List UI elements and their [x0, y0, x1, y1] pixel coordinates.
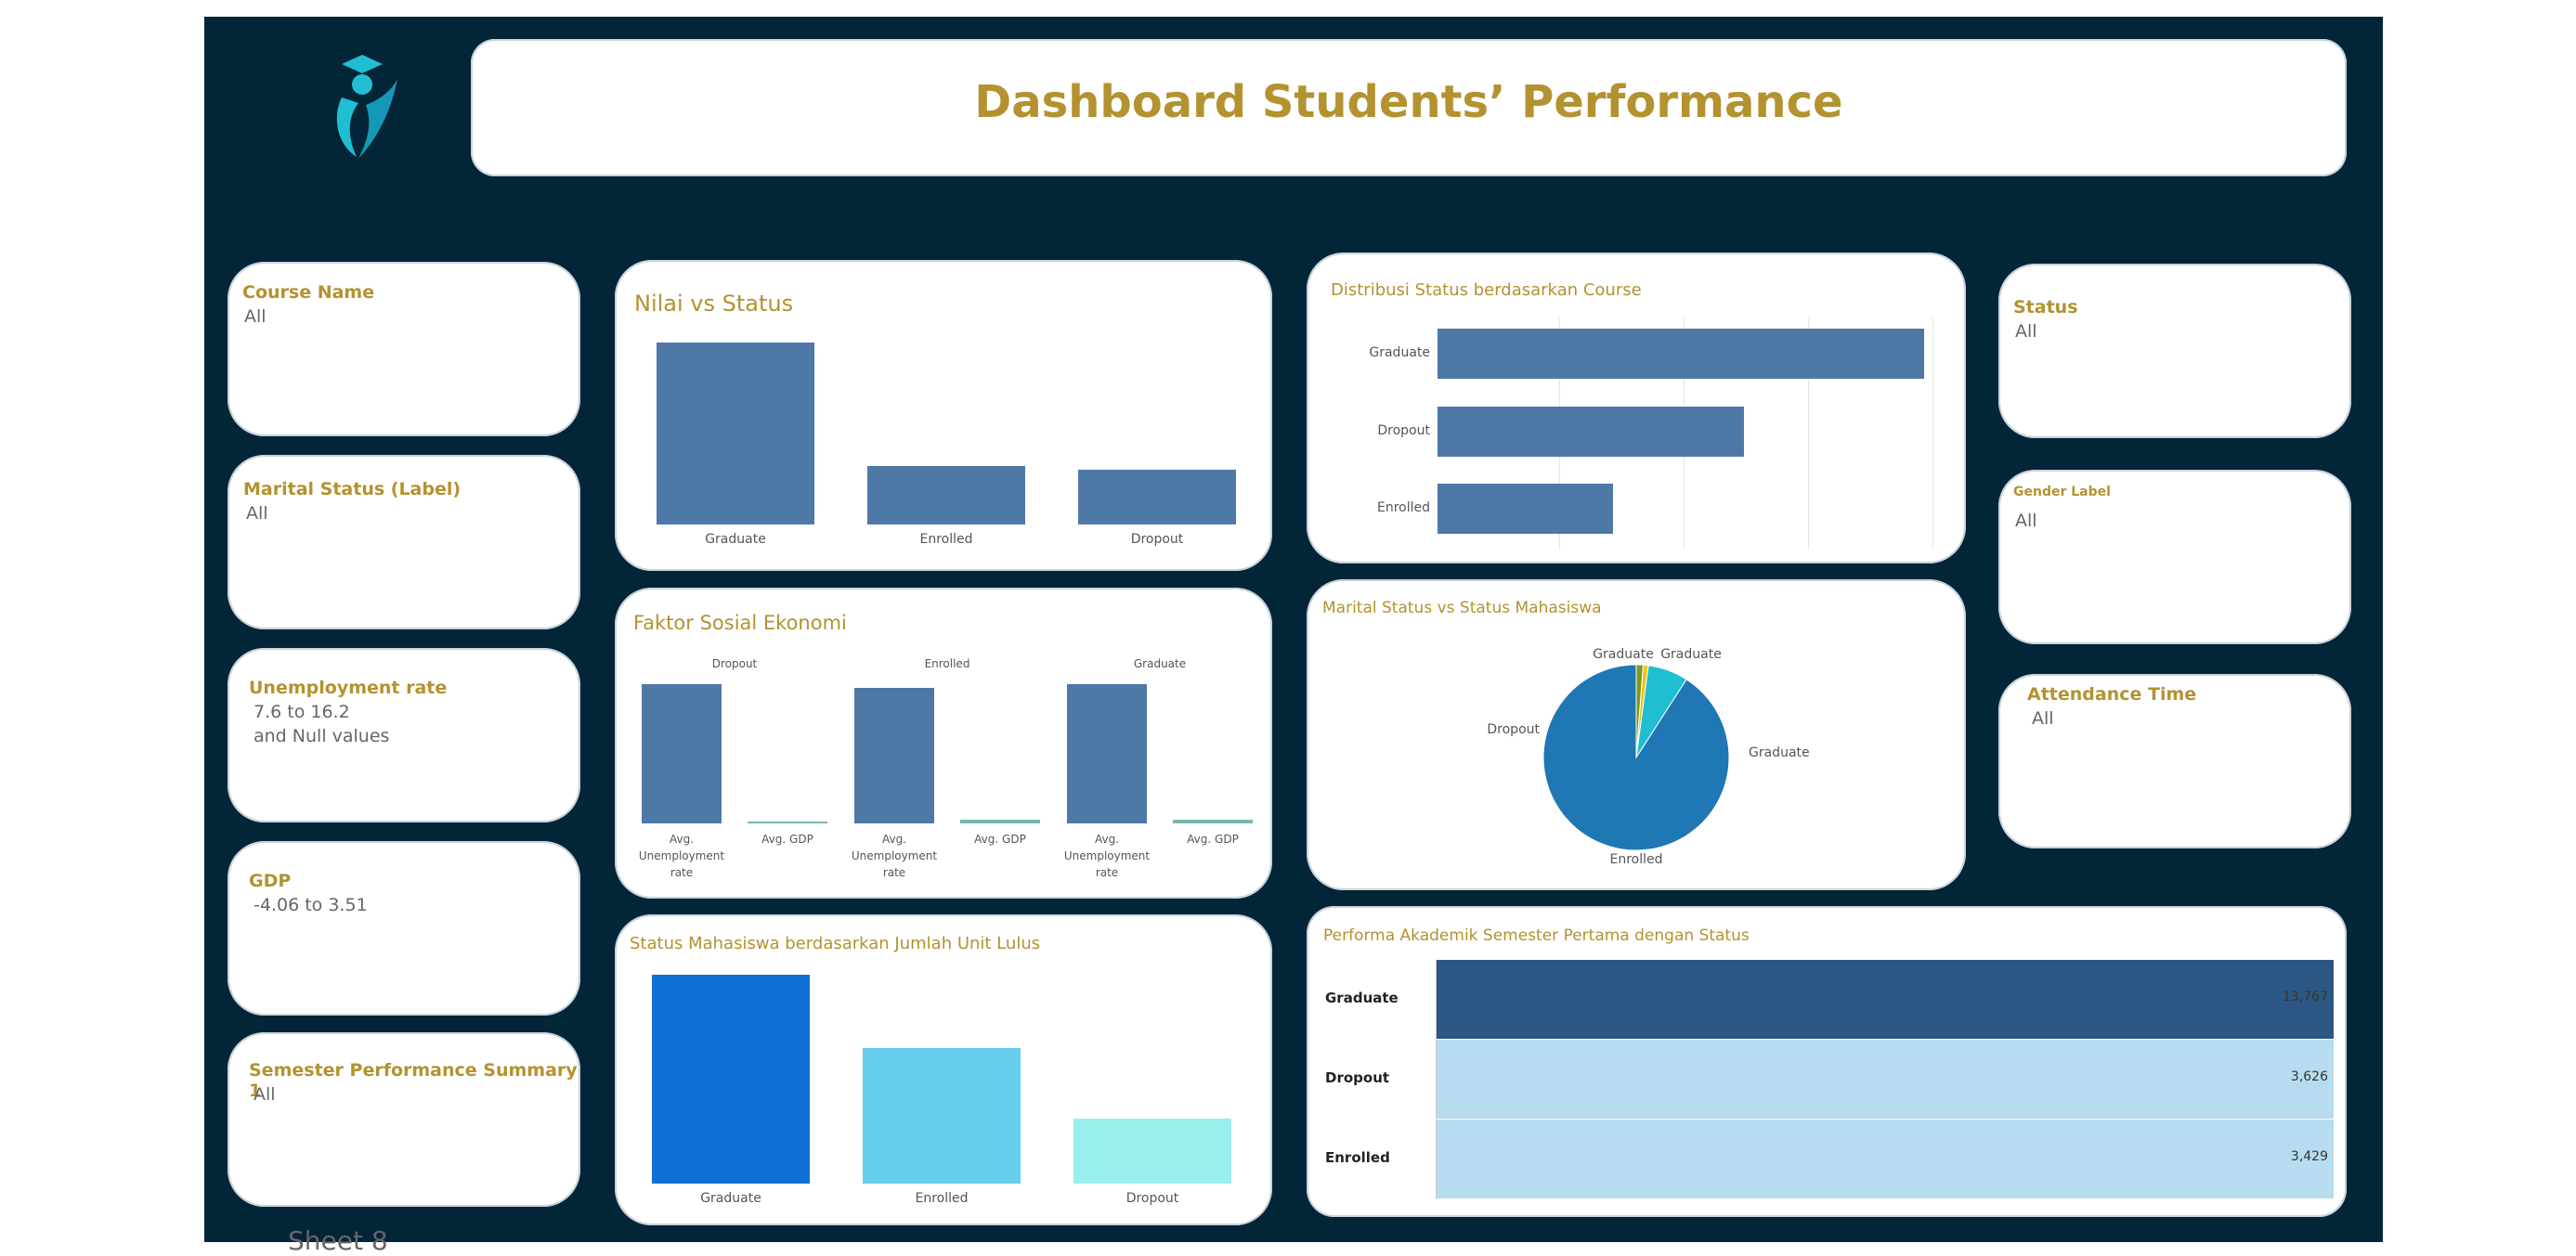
bar [748, 822, 827, 823]
x-axis-label: Avg. GDP [974, 833, 1026, 846]
row-bar: 3,626 [1437, 1040, 2334, 1119]
bar [642, 684, 722, 823]
chart-title: Nilai vs Status [634, 291, 794, 317]
table-row: Dropout 3,626 [1321, 1040, 2334, 1120]
filter-value[interactable]: All [2015, 321, 2037, 342]
sheet-tab-label[interactable]: Sheet 8 [288, 1225, 388, 1256]
chart-title: Marital Status vs Status Mahasiswa [1322, 599, 1602, 617]
filter-label: Marital Status (Label) [243, 479, 462, 499]
filter-label: GDP [249, 871, 292, 891]
row-label: Enrolled [1325, 1149, 1390, 1166]
pie-label: Dropout [1487, 722, 1540, 737]
chart-title: Performa Akademik Semester Pertama denga… [1323, 926, 1750, 945]
chart-title: Faktor Sosial Ekonomi [633, 612, 847, 634]
filter-label: Gender Label [2013, 485, 2111, 499]
bar [863, 1047, 1021, 1184]
filter-value[interactable]: All [246, 503, 268, 524]
filter-value[interactable]: All [2032, 708, 2054, 729]
bar [1173, 820, 1253, 823]
title-card: Dashboard Students’ Performance [471, 39, 2347, 176]
x-axis-label: Enrolled [915, 1191, 969, 1206]
y-axis-label: Dropout [1377, 423, 1430, 438]
filter-course-name[interactable]: Course Name All [228, 262, 580, 436]
pie-label: Graduate [1660, 647, 1722, 662]
x-axis-label: Avg. GDP [1187, 833, 1239, 846]
y-axis-label: Enrolled [1376, 500, 1430, 515]
bar [960, 820, 1040, 823]
row-bar: 13,767 [1437, 960, 2334, 1039]
bar [1438, 484, 1613, 534]
bar [1067, 684, 1147, 823]
student-graduate-logo-icon [336, 55, 397, 159]
filter-value[interactable]: -4.06 to 3.51 [254, 895, 368, 915]
table-row: Enrolled 3,429 [1321, 1120, 2334, 1199]
group-label: Enrolled [924, 657, 970, 670]
filter-value[interactable]: 7.6 to 16.2 [254, 702, 350, 722]
gridline [1808, 317, 1809, 550]
bar [1438, 329, 1924, 379]
table: Graduate 13,767 Dropout 3,626 Enrolled 3,429 [1321, 960, 2334, 1199]
table-row: Graduate 13,767 [1321, 960, 2334, 1040]
filter-status[interactable]: Status All [1998, 264, 2351, 438]
filter-marital-status[interactable]: Marital Status (Label) All [228, 455, 580, 629]
pie-label: Enrolled [1609, 852, 1663, 867]
table-divider [1436, 960, 1437, 1199]
chart-distribusi-status-course: Distribusi Status berdasarkan Course Gra… [1307, 252, 1966, 563]
filter-value[interactable]: All [2015, 511, 2037, 531]
bar [652, 975, 810, 1184]
bar [854, 687, 934, 823]
pie-label: Graduate [1749, 745, 1810, 760]
x-axis-label: Graduate [705, 532, 766, 547]
chart-status-unit-lulus: Status Mahasiswa berdasarkan Jumlah Unit… [615, 914, 1272, 1225]
x-axis-label: Avg. Unemployment rate [638, 833, 725, 879]
filter-gender-label[interactable]: Gender Label All [1998, 470, 2351, 644]
filter-value-null[interactable]: and Null values [254, 726, 390, 746]
bar [1078, 470, 1236, 524]
bar [1073, 1119, 1231, 1184]
x-axis-label: Dropout [1125, 1191, 1179, 1206]
filter-label: Status [2013, 297, 2078, 317]
filter-value[interactable]: All [244, 306, 267, 327]
chart-title: Status Mahasiswa berdasarkan Jumlah Unit… [630, 934, 1041, 953]
row-value: 3,626 [2290, 1069, 2328, 1084]
pie-chart [1542, 664, 1730, 851]
group-label: Graduate [1133, 657, 1187, 670]
row-value: 13,767 [2283, 990, 2328, 1004]
filter-label: Unemployment rate [249, 678, 448, 698]
row-bar: 3,429 [1437, 1120, 2334, 1198]
filter-label: Attendance Time [2027, 684, 2197, 705]
x-axis-label: Avg. Unemployment rate [1063, 833, 1151, 879]
gridline [1932, 317, 1933, 550]
chart-title: Distribusi Status berdasarkan Course [1331, 280, 1642, 300]
x-axis-label: Avg. GDP [761, 833, 813, 846]
x-axis-label: Graduate [700, 1191, 761, 1206]
filter-unemployment-rate[interactable]: Unemployment rate 7.6 to 16.2 and Null v… [228, 648, 580, 822]
bar [657, 343, 814, 524]
filter-semester-performance[interactable]: Semester Performance Summary 1 All [228, 1032, 580, 1207]
group-label: Dropout [711, 657, 758, 670]
filter-gdp[interactable]: GDP -4.06 to 3.51 [228, 841, 580, 1016]
pie-slice [1542, 664, 1730, 851]
row-label: Dropout [1325, 1069, 1390, 1086]
bar [1438, 407, 1745, 457]
filter-value[interactable]: All [254, 1084, 276, 1105]
x-axis-label: Avg. Unemployment rate [851, 833, 938, 879]
chart-performa-akademik: Performa Akademik Semester Pertama denga… [1307, 906, 2347, 1217]
x-axis-label: Dropout [1130, 532, 1184, 547]
filter-label: Semester Performance Summary 1 [249, 1060, 578, 1101]
chart-marital-vs-status: Marital Status vs Status Mahasiswa Gradu… [1307, 579, 1966, 890]
row-value: 3,429 [2290, 1149, 2328, 1164]
chart-faktor-sosial-ekonomi: Faktor Sosial Ekonomi Dropout Avg. Unempl… [615, 588, 1272, 899]
row-label: Graduate [1325, 990, 1399, 1006]
page-title: Dashboard Students’ Performance [974, 76, 1843, 128]
bar [867, 466, 1025, 524]
pie-label: Graduate [1593, 647, 1654, 662]
filter-label: Course Name [242, 282, 375, 303]
y-axis-label: Graduate [1369, 345, 1430, 360]
x-axis-label: Enrolled [919, 532, 973, 547]
filter-attendance-time[interactable]: Attendance Time All [1998, 674, 2351, 848]
chart-nilai-vs-status: Nilai vs Status Graduate Enrolled Dropout [615, 260, 1272, 571]
